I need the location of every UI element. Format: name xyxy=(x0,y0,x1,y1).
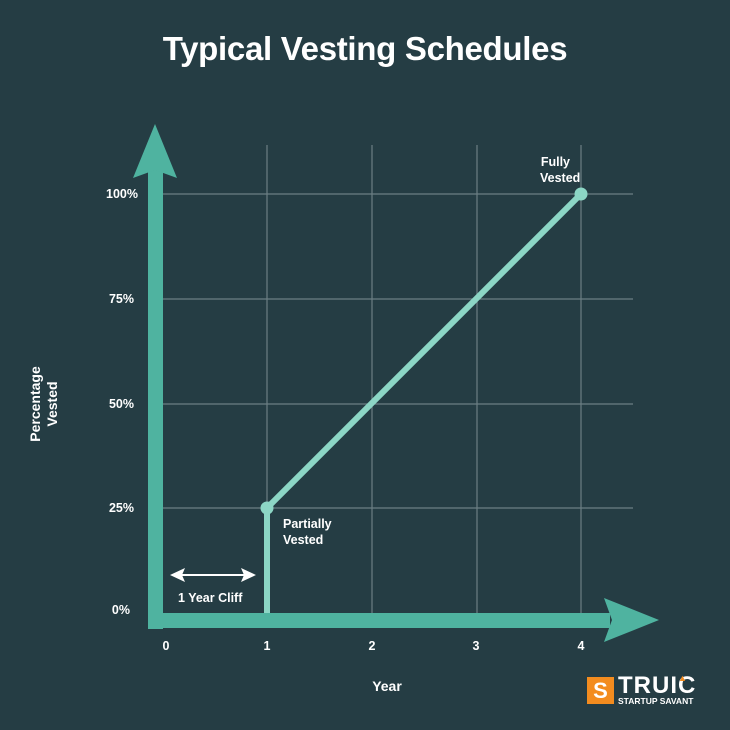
y-tick-25: 25% xyxy=(108,501,134,515)
logo-mark: S xyxy=(587,677,614,704)
truic-logo: S TRUIC ▲ STARTUP SAVANT xyxy=(587,672,707,707)
flame-icon: ▲ xyxy=(678,673,687,683)
fully-vested-line1: Fully xyxy=(540,155,570,169)
x-tick-3: 3 xyxy=(472,639,480,653)
partially-vested-point xyxy=(260,501,274,515)
fully-vested-point xyxy=(574,187,588,201)
x-tick-2: 2 xyxy=(368,639,376,653)
fully-vested-line2: Vested xyxy=(540,171,581,185)
y-axis-arrow xyxy=(133,124,177,629)
fully-vested-annotation: Fully Vested xyxy=(540,154,581,186)
y-axis-label-line1: Percentage xyxy=(27,366,43,442)
partially-vested-line1: Partially xyxy=(283,517,332,531)
cliff-double-arrow-icon xyxy=(170,568,256,582)
x-tick-0: 0 xyxy=(162,639,170,653)
y-tick-75: 75% xyxy=(108,292,134,306)
y-axis-label-line2: Vested xyxy=(44,381,60,427)
partially-vested-line2: Vested xyxy=(283,533,324,547)
x-axis-label: Year xyxy=(372,678,402,694)
partially-vested-annotation: Partially Vested xyxy=(283,516,332,548)
y-axis-label: Percentage Vested xyxy=(27,344,61,464)
vesting-line xyxy=(264,191,584,613)
chart-title: Typical Vesting Schedules xyxy=(162,30,568,67)
y-tick-0: 0% xyxy=(111,603,130,617)
logo-brand: TRUIC xyxy=(618,672,697,699)
cliff-annotation: 1 Year Cliff xyxy=(178,591,243,605)
logo-subtitle: STARTUP SAVANT xyxy=(618,696,694,706)
gridlines xyxy=(163,145,633,613)
y-tick-100: 100% xyxy=(106,187,138,201)
x-tick-4: 4 xyxy=(577,639,585,653)
x-tick-1: 1 xyxy=(263,639,271,653)
y-tick-50: 50% xyxy=(108,397,134,411)
x-axis-arrow xyxy=(148,598,659,642)
